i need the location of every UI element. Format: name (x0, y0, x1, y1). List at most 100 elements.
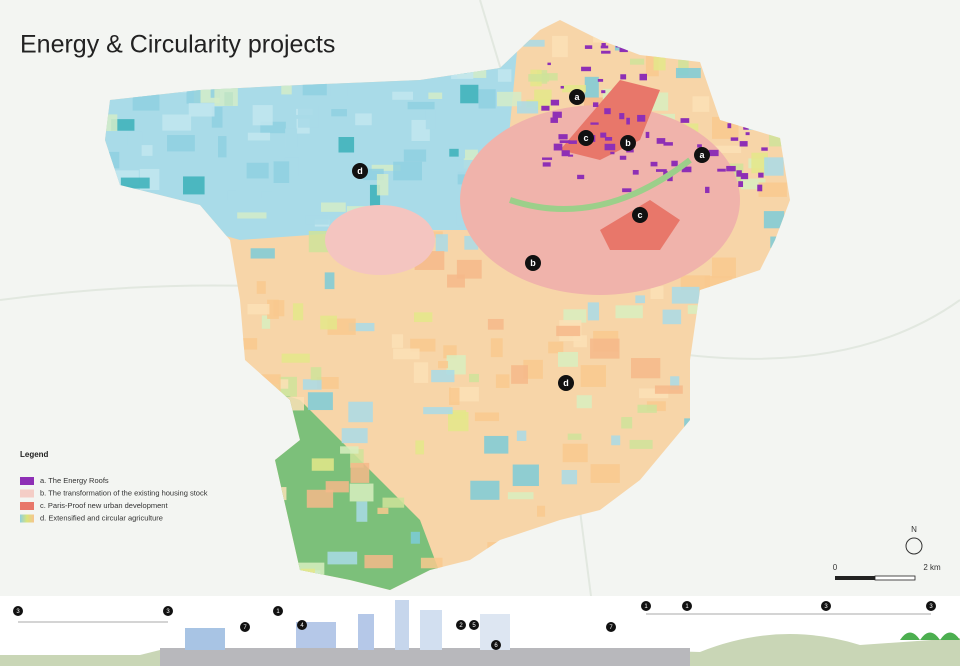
field (517, 101, 539, 114)
roofs (541, 42, 775, 194)
legend-swatch (20, 502, 34, 510)
roof (758, 172, 764, 178)
roof (601, 50, 611, 54)
field (764, 157, 784, 176)
legend-label: c. Paris-Proof new urban development (40, 501, 168, 510)
section-markers: 3 3 1 4 7 2 5 6 7 1 1 3 3 (13, 601, 936, 650)
field (562, 443, 588, 463)
field (338, 137, 355, 153)
field (615, 305, 643, 319)
roof (736, 170, 742, 177)
section-marker (13, 606, 23, 616)
legend: a. The Energy Roofs b. The transformation… (20, 476, 208, 523)
field (348, 322, 375, 332)
field (281, 353, 310, 363)
roof (655, 169, 667, 172)
field (410, 338, 436, 352)
field (438, 361, 449, 369)
field (218, 136, 227, 158)
legend-label: a. The Energy Roofs (40, 476, 109, 485)
field (711, 257, 736, 279)
field (523, 359, 543, 379)
roof (597, 78, 604, 82)
roof (553, 143, 563, 151)
field (320, 315, 337, 330)
field (349, 483, 374, 502)
field (167, 135, 195, 152)
section-marker-label: 3 (166, 609, 170, 615)
roof (619, 113, 625, 120)
field (629, 439, 653, 449)
roof (604, 108, 611, 115)
field (376, 174, 389, 196)
field (420, 557, 443, 569)
roof (547, 62, 551, 66)
new-development (600, 200, 680, 250)
field (327, 551, 358, 565)
roof (740, 173, 749, 180)
field (393, 161, 422, 181)
field (302, 379, 322, 390)
section (0, 596, 960, 666)
field (369, 184, 381, 207)
field (261, 315, 271, 329)
field (548, 341, 564, 354)
field (487, 318, 504, 330)
roof (650, 161, 658, 167)
field (446, 355, 466, 375)
field (678, 59, 689, 76)
field (425, 110, 436, 130)
section-marker (682, 601, 692, 611)
field (364, 555, 393, 569)
field (541, 73, 558, 81)
field (629, 58, 645, 65)
field (250, 248, 275, 259)
field (449, 387, 460, 405)
roof (757, 184, 763, 192)
roof (656, 138, 666, 144)
field (105, 114, 118, 132)
marker-label: d (357, 166, 363, 176)
field (407, 101, 435, 110)
marker-label: d (563, 378, 569, 388)
field (321, 202, 346, 212)
field (285, 128, 298, 148)
north-label: N (911, 525, 917, 534)
section-marker-label: 7 (243, 625, 247, 631)
field (460, 84, 479, 104)
marker (620, 135, 636, 151)
field (252, 105, 273, 126)
field (307, 392, 333, 411)
field (256, 281, 266, 294)
field (403, 149, 427, 162)
field (305, 215, 329, 225)
roof (727, 123, 732, 129)
field (528, 74, 550, 82)
field (587, 302, 600, 321)
field (516, 430, 527, 442)
scale-bar (835, 576, 875, 580)
field (478, 89, 496, 109)
marker-label: b (625, 138, 631, 148)
marker-label: b (530, 258, 536, 268)
roof (561, 150, 570, 157)
marker (558, 375, 574, 391)
section-marker (821, 601, 831, 611)
section-marker-label: 4 (300, 623, 304, 629)
field (561, 470, 578, 485)
map-markers: a c b a d c b d (352, 89, 710, 391)
section-marker (273, 606, 283, 616)
roof (739, 141, 748, 147)
legend-swatch (20, 489, 34, 498)
field (490, 338, 503, 358)
roof (637, 114, 646, 122)
roof (697, 144, 702, 148)
field (428, 92, 443, 99)
field (495, 374, 510, 388)
section-marker (240, 622, 250, 632)
roof (552, 111, 562, 118)
field (292, 303, 304, 321)
section-marker-label: 1 (644, 604, 648, 610)
field (111, 119, 135, 131)
roof (619, 47, 628, 53)
